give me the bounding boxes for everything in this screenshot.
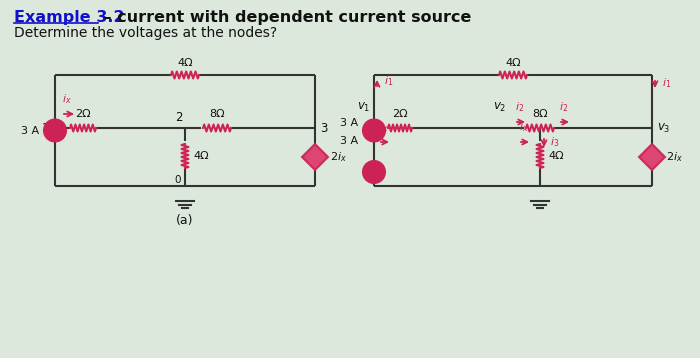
Text: $2i_x$: $2i_x$ [666,150,682,164]
Text: $i_2$: $i_2$ [515,100,524,114]
Text: – current with dependent current source: – current with dependent current source [98,10,471,25]
Text: $i_x$: $i_x$ [62,92,72,106]
Text: $2i_x$: $2i_x$ [330,150,346,164]
Text: 2Ω: 2Ω [75,109,91,119]
Text: 3 A: 3 A [340,135,358,145]
Text: (a): (a) [176,214,194,227]
Circle shape [363,161,385,183]
Text: 4Ω: 4Ω [193,151,209,161]
Circle shape [363,120,385,141]
Text: $v_3$: $v_3$ [657,121,671,135]
Text: 1: 1 [41,121,49,135]
Text: 2Ω: 2Ω [392,109,408,119]
Text: 3 A: 3 A [21,126,39,135]
Text: Example 3.2: Example 3.2 [14,10,125,25]
Text: Determine the voltages at the nodes?: Determine the voltages at the nodes? [14,26,277,40]
Text: $i_1$: $i_1$ [384,74,393,88]
Text: 0: 0 [174,175,181,185]
Text: 4Ω: 4Ω [505,58,521,68]
Text: 8Ω: 8Ω [532,109,548,119]
Text: $i_3$: $i_3$ [550,135,559,149]
Text: 2: 2 [176,111,183,124]
Text: 4Ω: 4Ω [177,58,192,68]
Text: 3: 3 [320,121,328,135]
Text: $v_1$: $v_1$ [357,101,371,114]
Circle shape [44,120,66,141]
Text: 8Ω: 8Ω [209,109,225,119]
Text: $i_1$: $i_1$ [662,76,671,90]
Text: $v_2$: $v_2$ [494,101,507,114]
Text: $i_2$: $i_2$ [559,100,568,114]
Polygon shape [302,144,328,170]
Text: $i_x$: $i_x$ [379,120,389,134]
Text: $i_x$: $i_x$ [519,120,529,134]
Polygon shape [639,144,665,170]
Text: 3 A: 3 A [340,117,358,127]
Text: 4Ω: 4Ω [548,151,564,161]
